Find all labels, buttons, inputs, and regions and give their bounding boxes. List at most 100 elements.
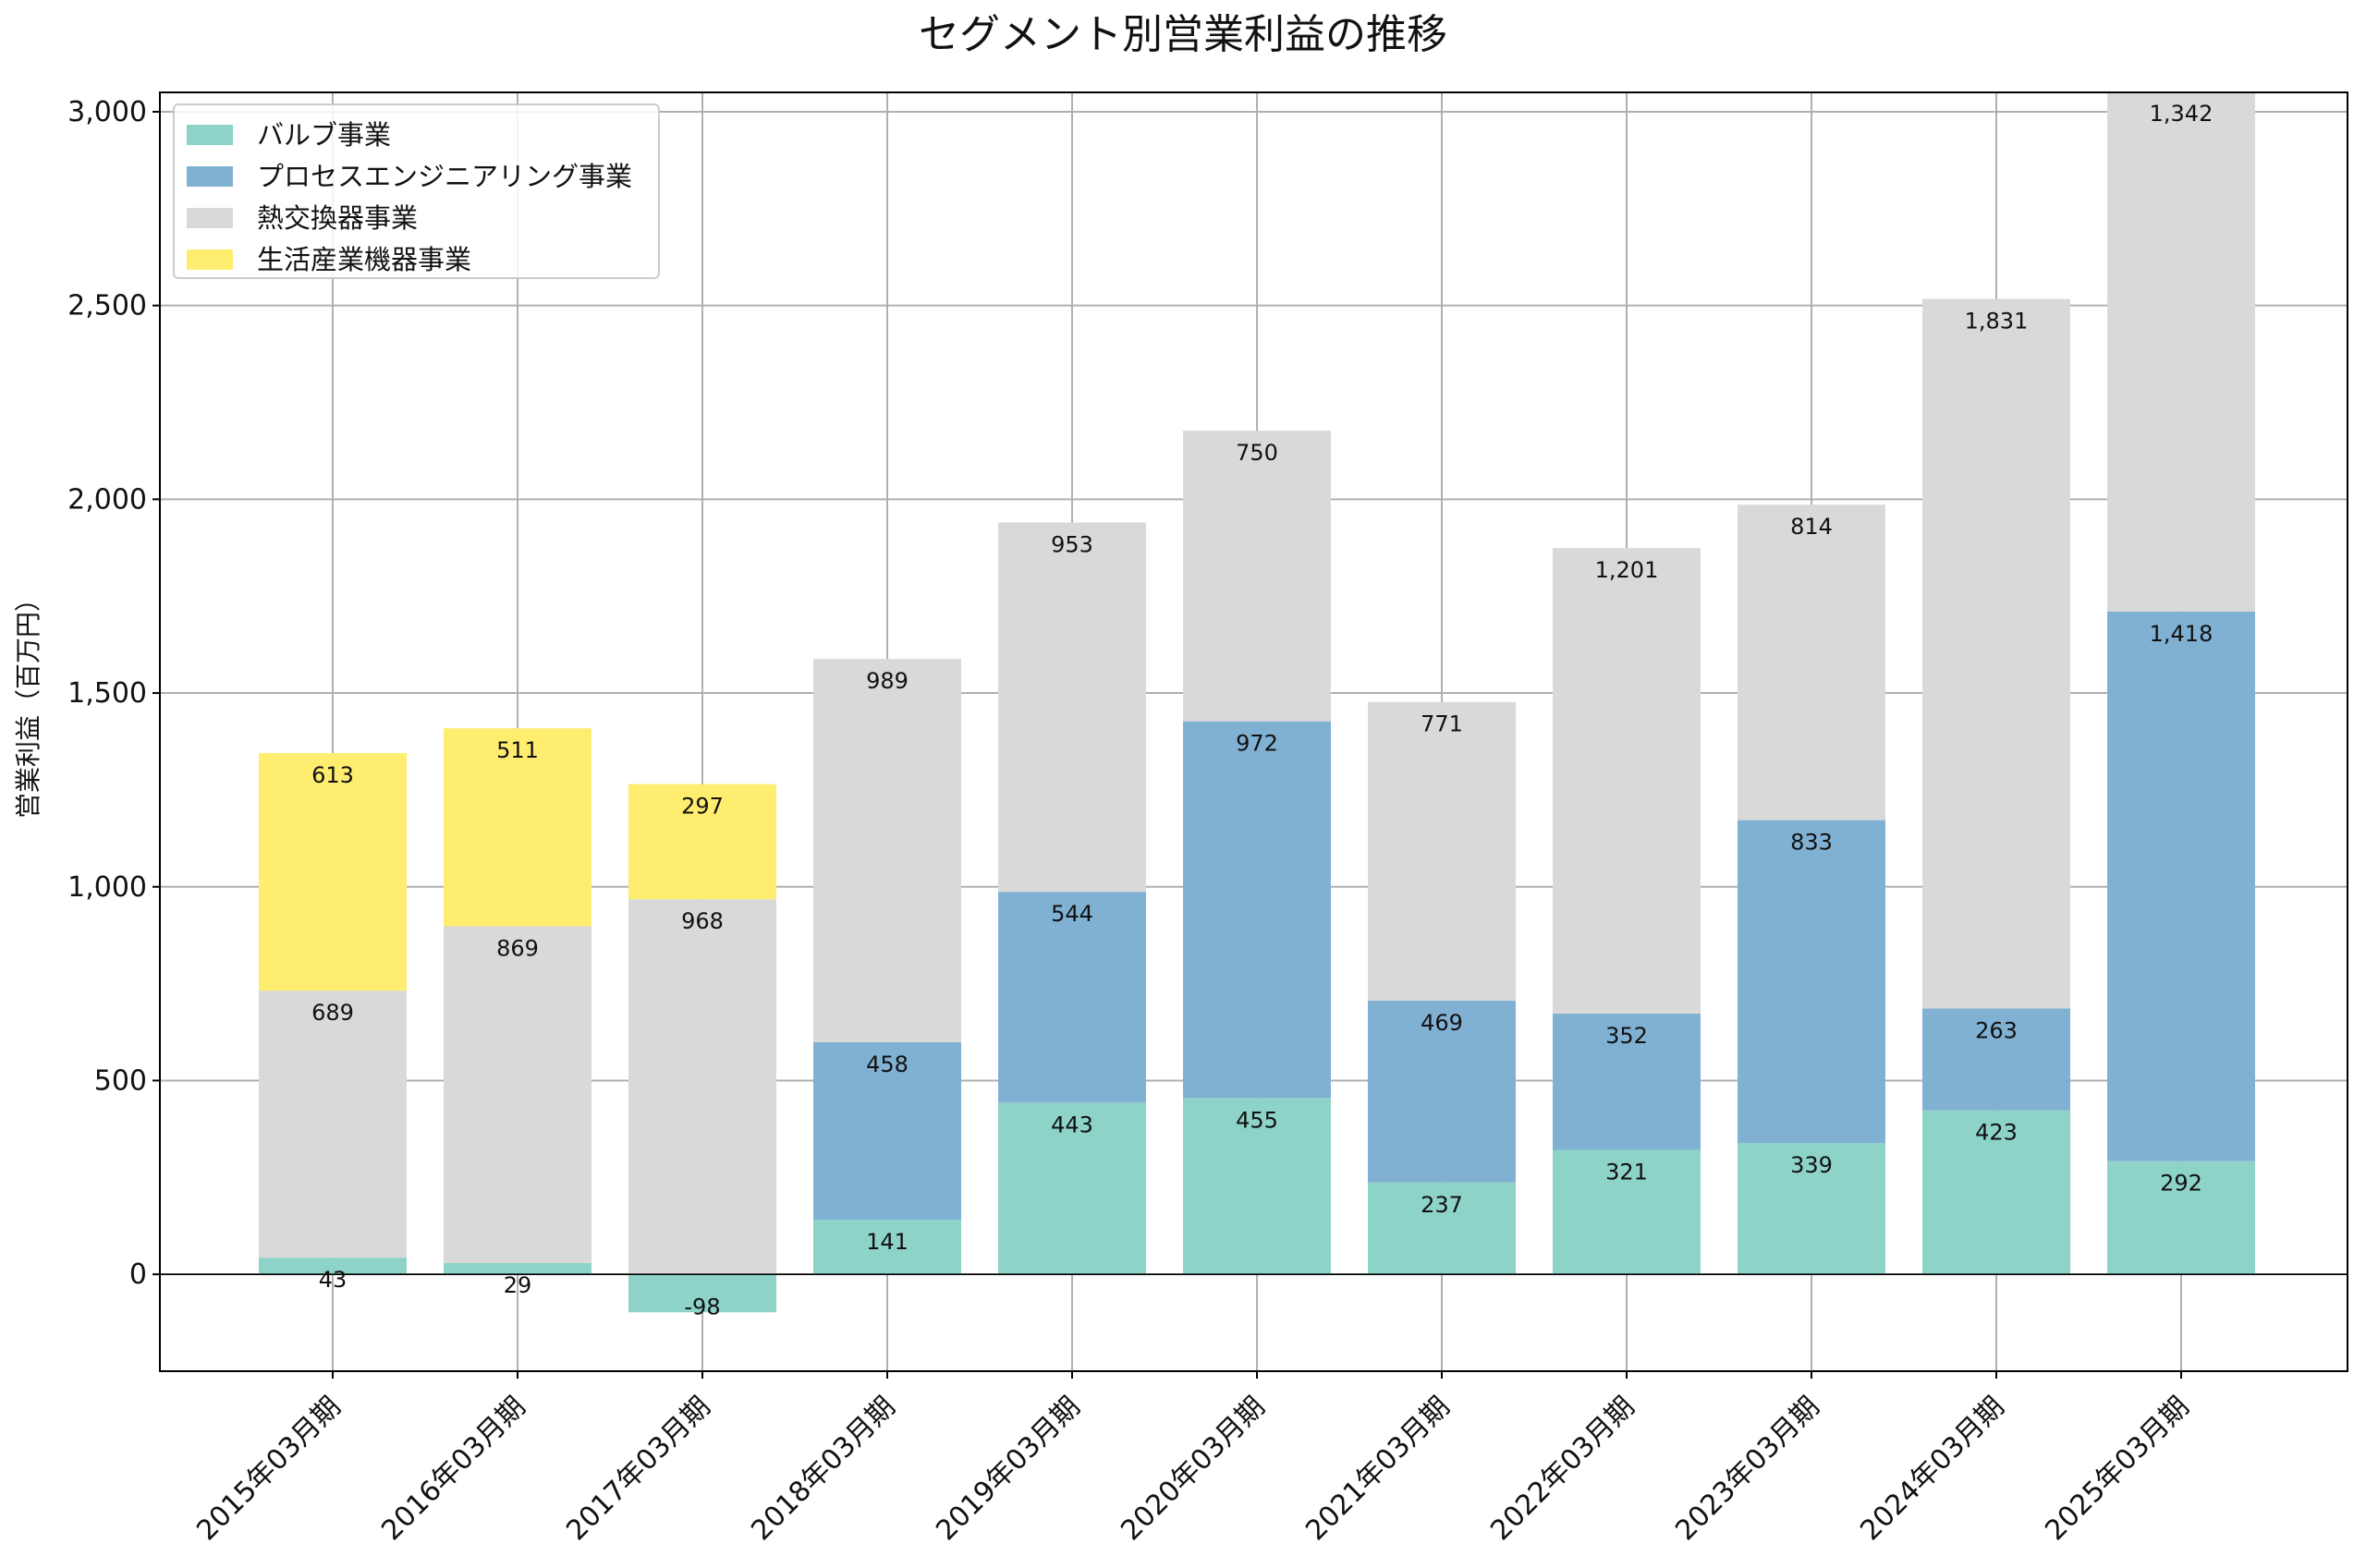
bar-segment	[998, 1102, 1146, 1275]
plot-frame	[159, 91, 2348, 1372]
bar-segment	[813, 1220, 961, 1275]
legend-label: バルブ事業	[257, 119, 391, 151]
stacked-bars	[259, 91, 2255, 1313]
bar-segment	[1738, 504, 1885, 820]
x-tick-label: 2019年03月期	[930, 1391, 1086, 1547]
bar-segment	[628, 784, 776, 900]
legend-swatch	[187, 249, 233, 270]
x-tick-label: 2022年03月期	[1484, 1391, 1640, 1547]
data-labels: 43 689 613 29 869 511 -98 968 297 141 458 989 443 544…	[311, 101, 2213, 1319]
y-tick-label: 1,500	[67, 677, 147, 710]
bar-segment	[813, 659, 961, 1042]
bar-value-label: 292	[2160, 1171, 2202, 1197]
y-tick-label: 0	[129, 1258, 147, 1291]
legend-box	[173, 103, 660, 279]
bar-value-label: 455	[1236, 1107, 1278, 1133]
bar-segment	[1738, 1142, 1885, 1275]
bar-segment	[2107, 91, 2255, 612]
y-tick-label: 2,000	[67, 483, 147, 516]
bar-segment	[2107, 1161, 2255, 1275]
bar-value-label: 1,201	[1595, 557, 1659, 583]
legend-swatch	[187, 166, 233, 187]
legend-label: 生活産業機器事業	[257, 244, 471, 275]
bar-segment	[813, 1041, 961, 1221]
bar-segment	[1183, 721, 1331, 1099]
legend-label: 熱交換器事業	[257, 202, 418, 234]
bar-value-label: 833	[1790, 830, 1833, 856]
bar-value-label: 511	[496, 737, 539, 763]
bar-value-label: 29	[504, 1272, 532, 1298]
x-tick-labels: 2015年03月期 2016年03月期 2017年03月期 2018年03月期 2019…	[190, 1371, 2196, 1547]
bar-value-label: 989	[866, 668, 909, 694]
bar-segment	[1922, 1110, 2070, 1275]
bar-segment	[259, 1258, 407, 1275]
y-tick-label: 3,000	[67, 96, 147, 128]
bar-value-label: 423	[1975, 1120, 2018, 1146]
bar-segment	[628, 899, 776, 1275]
bar-value-label: 1,831	[1965, 309, 2029, 334]
bar-segment	[628, 1274, 776, 1313]
x-tick-label: 2025年03月期	[2039, 1391, 2195, 1547]
bar-value-label: 613	[311, 762, 354, 788]
bar-value-label: 263	[1975, 1017, 2018, 1043]
x-tick-label: 2015年03月期	[190, 1391, 347, 1547]
bar-value-label: 458	[866, 1051, 909, 1077]
bar-value-label: 968	[681, 908, 724, 934]
bar-segment	[998, 892, 1146, 1103]
bar-value-label: 339	[1790, 1152, 1833, 1178]
y-tick-labels: 0 500 1,000 1,500 2,000 2,500 3,000	[67, 96, 160, 1291]
x-tick-label: 2021年03月期	[1299, 1391, 1456, 1547]
x-tick-label: 2016年03月期	[375, 1391, 531, 1547]
legend-swatch	[187, 208, 233, 228]
bar-segment	[1922, 1008, 2070, 1111]
y-tick-label: 2,500	[67, 290, 147, 322]
bar-value-label: -98	[684, 1294, 720, 1319]
bar-segment	[1553, 1149, 1701, 1275]
bar-value-label: 750	[1236, 440, 1278, 466]
bar-segment	[259, 753, 407, 991]
x-tick-label: 2024年03月期	[1854, 1391, 2010, 1547]
bar-value-label: 953	[1051, 532, 1093, 558]
y-axis-label: 営業利益（百万円）	[13, 586, 43, 819]
bar-segment	[2107, 611, 2255, 1161]
bar-value-label: 43	[319, 1267, 348, 1293]
bar-value-label: 771	[1421, 711, 1463, 737]
bar-value-label: 1,418	[2150, 621, 2214, 647]
bar-segment	[1553, 548, 1701, 1014]
bar-segment	[1368, 1182, 1516, 1275]
x-tick-label: 2020年03月期	[1115, 1391, 1271, 1547]
bar-segment	[998, 522, 1146, 893]
bar-value-label: 689	[311, 1000, 354, 1026]
x-tick-label: 2023年03月期	[1669, 1391, 1825, 1547]
y-tick-label: 1,000	[67, 871, 147, 904]
bar-segment	[1183, 1098, 1331, 1275]
bar-value-label: 1,342	[2150, 101, 2214, 127]
bar-segment	[444, 728, 592, 927]
bar-segment	[259, 991, 407, 1258]
legend-swatch	[187, 125, 233, 145]
bar-value-label: 141	[866, 1229, 909, 1255]
y-tick-label: 500	[94, 1064, 147, 1097]
x-tick-label: 2018年03月期	[745, 1391, 901, 1547]
bar-segment	[1368, 701, 1516, 1002]
legend-label: プロセスエンジニアリング事業	[257, 161, 632, 192]
bar-value-label: 443	[1051, 1112, 1093, 1137]
x-tick-label: 2017年03月期	[560, 1391, 716, 1547]
bar-segment	[1368, 1001, 1516, 1183]
chart-title: セグメント別営業利益の推移	[919, 11, 1447, 58]
bar-value-label: 544	[1051, 901, 1093, 927]
bar-value-label: 352	[1605, 1023, 1648, 1049]
bar-value-label: 297	[681, 794, 724, 820]
bar-value-label: 237	[1421, 1192, 1463, 1218]
bar-segment	[444, 926, 592, 1263]
bar-value-label: 972	[1236, 731, 1278, 757]
bar-value-label: 469	[1421, 1010, 1463, 1036]
bar-value-label: 321	[1605, 1160, 1648, 1185]
bar-segment	[1183, 431, 1331, 722]
bar-segment	[1553, 1013, 1701, 1150]
bar-segment	[444, 1262, 592, 1275]
bar-value-label: 814	[1790, 514, 1833, 540]
bar-segment	[1922, 298, 2070, 1009]
